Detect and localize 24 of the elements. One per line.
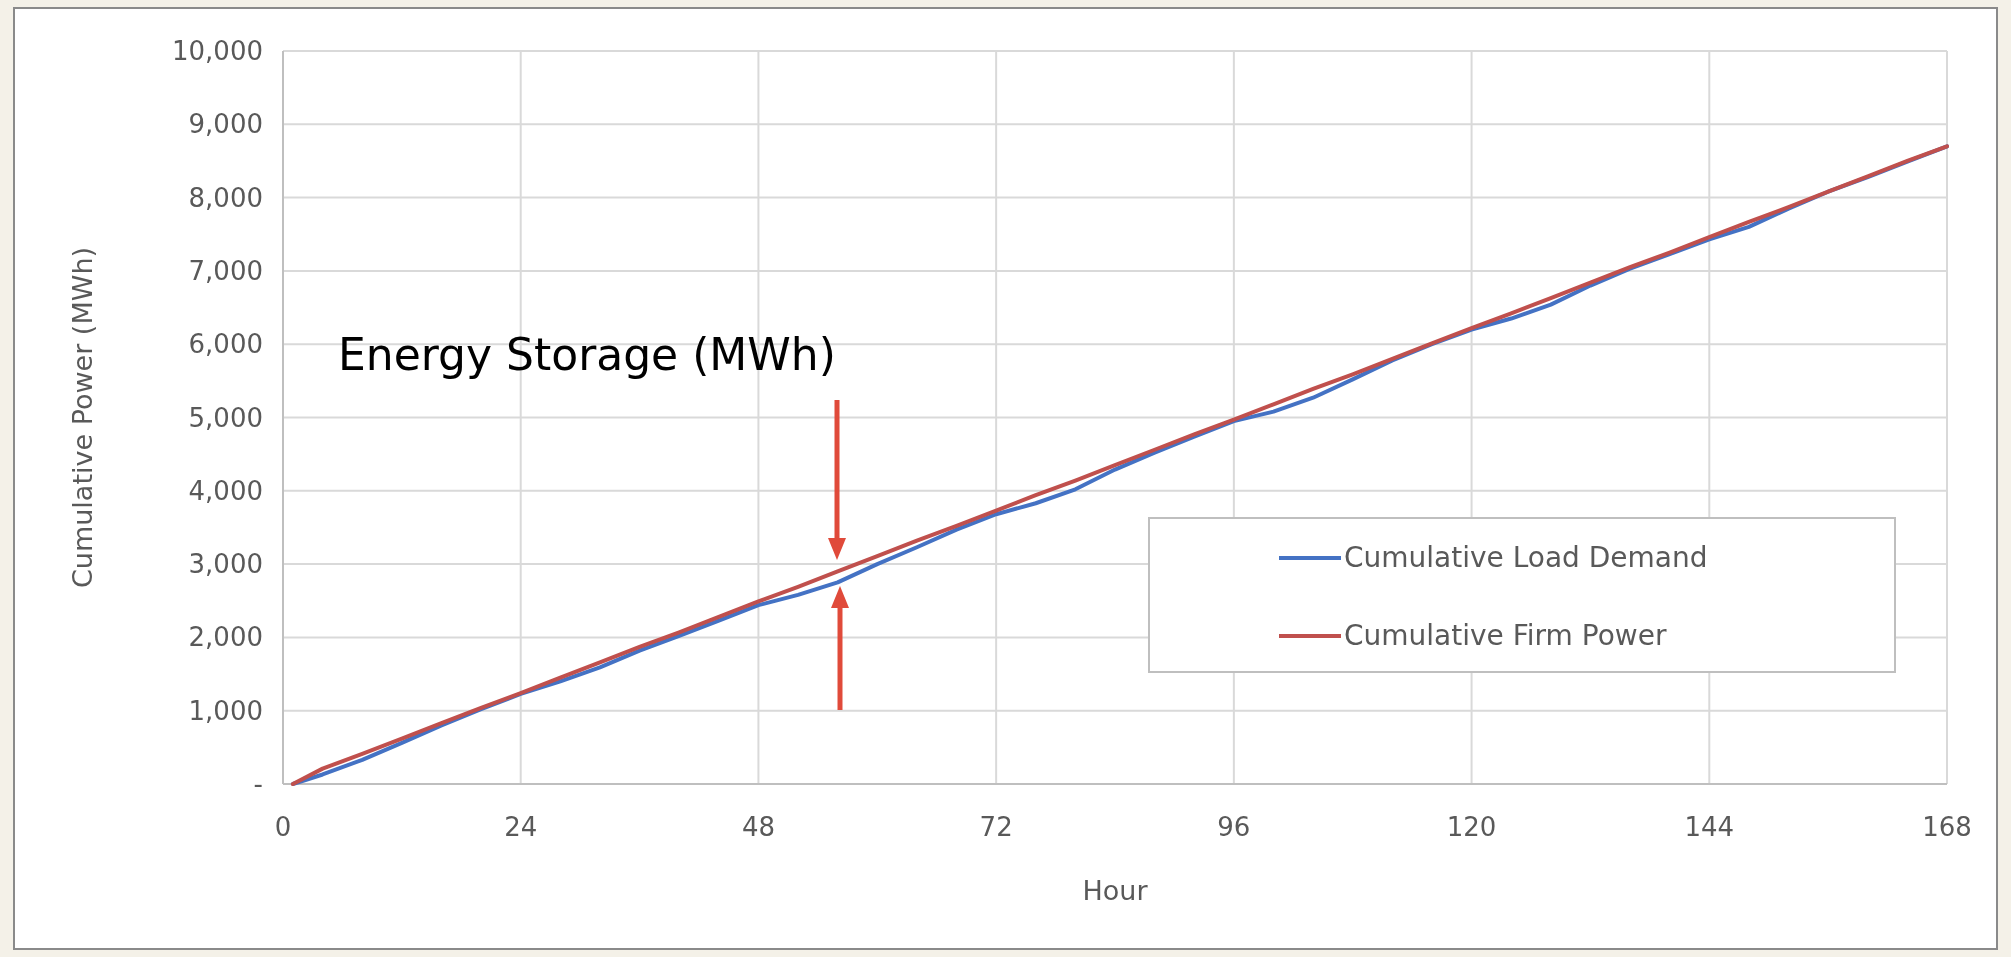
x-tick-label: 144 [1684,812,1735,842]
x-tick-label: 168 [1922,812,1972,842]
y-tick-label: 6,000 [188,329,263,360]
y-tick-label: 3,000 [188,549,263,580]
x-tick-label: 120 [1446,812,1497,842]
y-tick-label: 10,000 [172,36,263,66]
legend-label: Cumulative Firm Power [1344,619,1667,652]
y-tick-label: - [253,769,263,799]
x-tick-label: 24 [504,812,538,842]
annotation: Energy Storage (MWh) [338,329,836,380]
x-axis-title: Hour [1082,875,1149,906]
y-tick-label: 1,000 [188,695,263,726]
x-tick-label: 48 [741,812,775,842]
x-tick-label: 72 [979,812,1013,842]
y-tick-label: 2,000 [188,622,263,653]
y-axis-title: Cumulative Power (MWh) [67,246,98,589]
legend-label: Cumulative Load Demand [1344,541,1708,574]
y-tick-label: 4,000 [188,475,263,506]
x-tick-label: 96 [1217,812,1251,842]
y-tick-label: 7,000 [188,255,263,286]
y-tick-label: 8,000 [188,182,263,213]
x-tick-label: 0 [274,812,292,842]
y-tick-label: 5,000 [188,402,263,433]
y-tick-label: 9,000 [188,109,263,140]
